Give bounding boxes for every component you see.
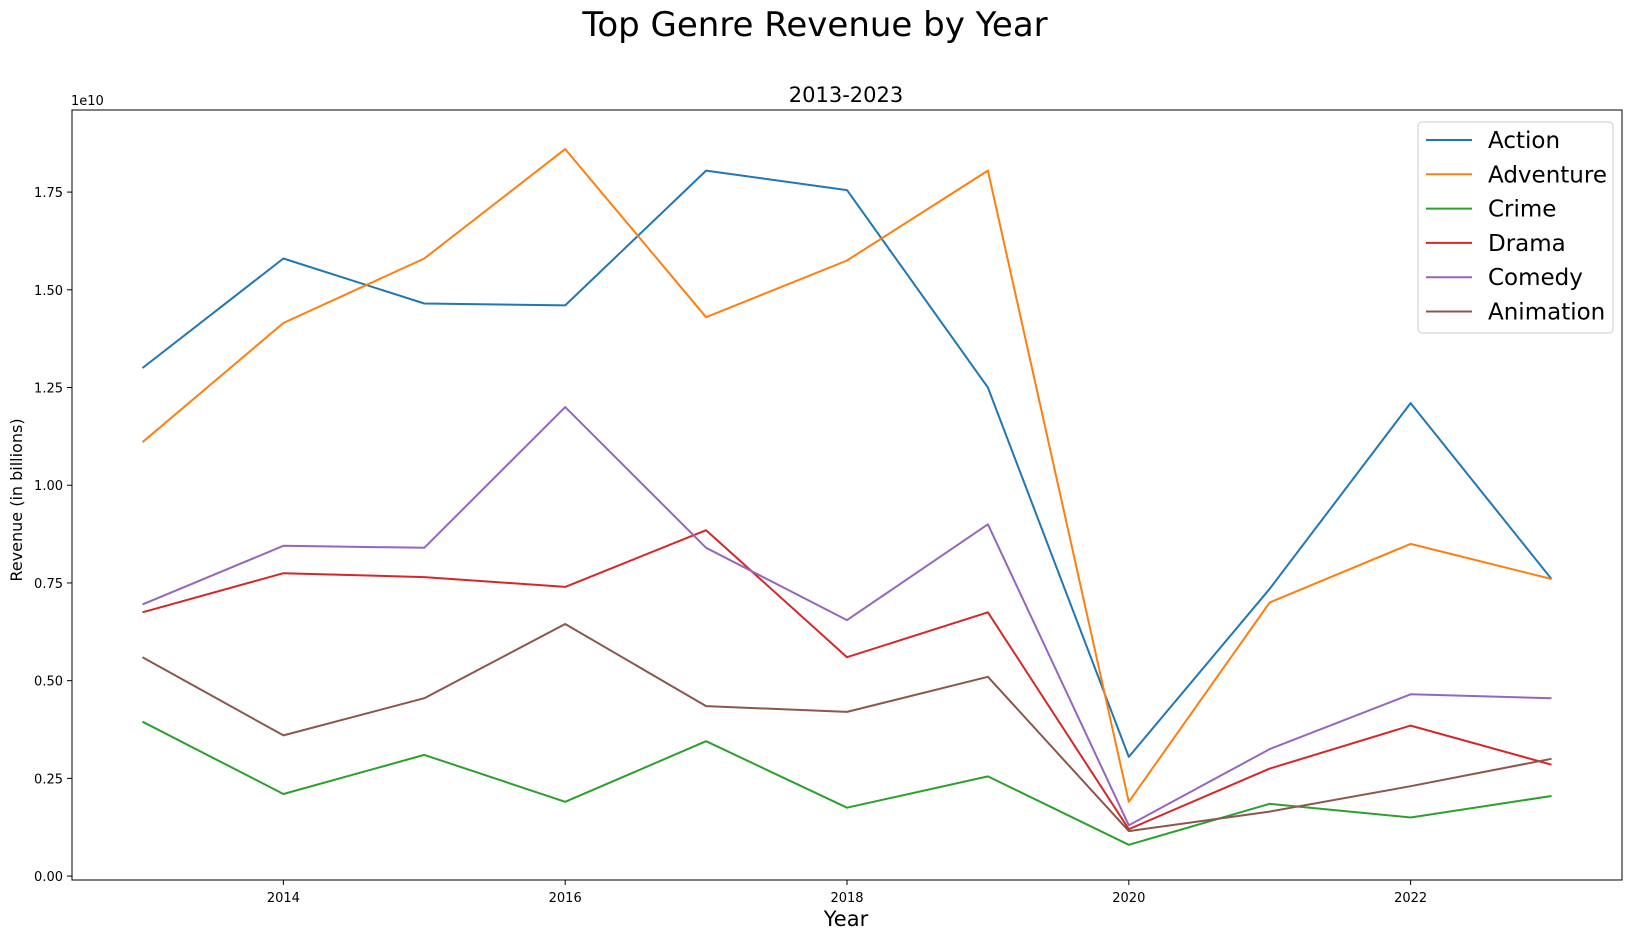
x-tick-label: 2022	[1394, 891, 1427, 906]
legend-label-crime: Crime	[1488, 197, 1556, 223]
plot-series	[141, 148, 1553, 846]
x-tick-label: 2018	[830, 891, 863, 906]
plot-frame	[71, 109, 1623, 881]
x-tick-label: 2014	[267, 891, 300, 906]
x-tick-label: 2016	[549, 891, 582, 906]
y-axis-offset-label: 1e10	[71, 94, 104, 109]
y-axis-ticks: 0.00 0.25 0.50 0.75 1.00 1.25 1.50 1.75	[34, 186, 72, 885]
y-tick-label: 1.50	[34, 284, 63, 299]
y-tick-label: 0.25	[34, 772, 63, 787]
chart-subtitle: 2013-2023	[789, 83, 903, 107]
y-tick-label: 0.50	[34, 675, 63, 690]
series-line-adventure	[141, 148, 1552, 803]
series-line-drama	[142, 529, 1552, 831]
series-line-action	[141, 169, 1553, 758]
legend-label-animation: Animation	[1488, 300, 1605, 326]
y-tick-label: 0.75	[34, 577, 63, 592]
figure-title: Top Genre Revenue by Year	[581, 5, 1047, 45]
series-line-comedy	[142, 406, 1552, 827]
series-line-crime	[142, 720, 1552, 846]
y-axis-label: Revenue (in billions)	[7, 418, 26, 581]
legend-label-adventure: Adventure	[1488, 162, 1607, 188]
x-tick-label: 2020	[1112, 891, 1145, 906]
x-axis-ticks: 2014 2016 2018 2020 2022	[267, 880, 1427, 906]
y-tick-label: 0.00	[34, 870, 63, 885]
series-line-animation	[142, 623, 1552, 833]
y-tick-label: 1.75	[34, 186, 63, 201]
x-axis-label: Year	[823, 907, 869, 931]
legend: Action Adventure Crime Drama Comedy Animation	[1417, 121, 1614, 334]
legend-label-drama: Drama	[1488, 231, 1566, 257]
legend-label-comedy: Comedy	[1488, 265, 1583, 291]
legend-label-action: Action	[1488, 128, 1560, 154]
y-tick-label: 1.25	[34, 382, 63, 397]
y-tick-label: 1.00	[34, 479, 63, 494]
